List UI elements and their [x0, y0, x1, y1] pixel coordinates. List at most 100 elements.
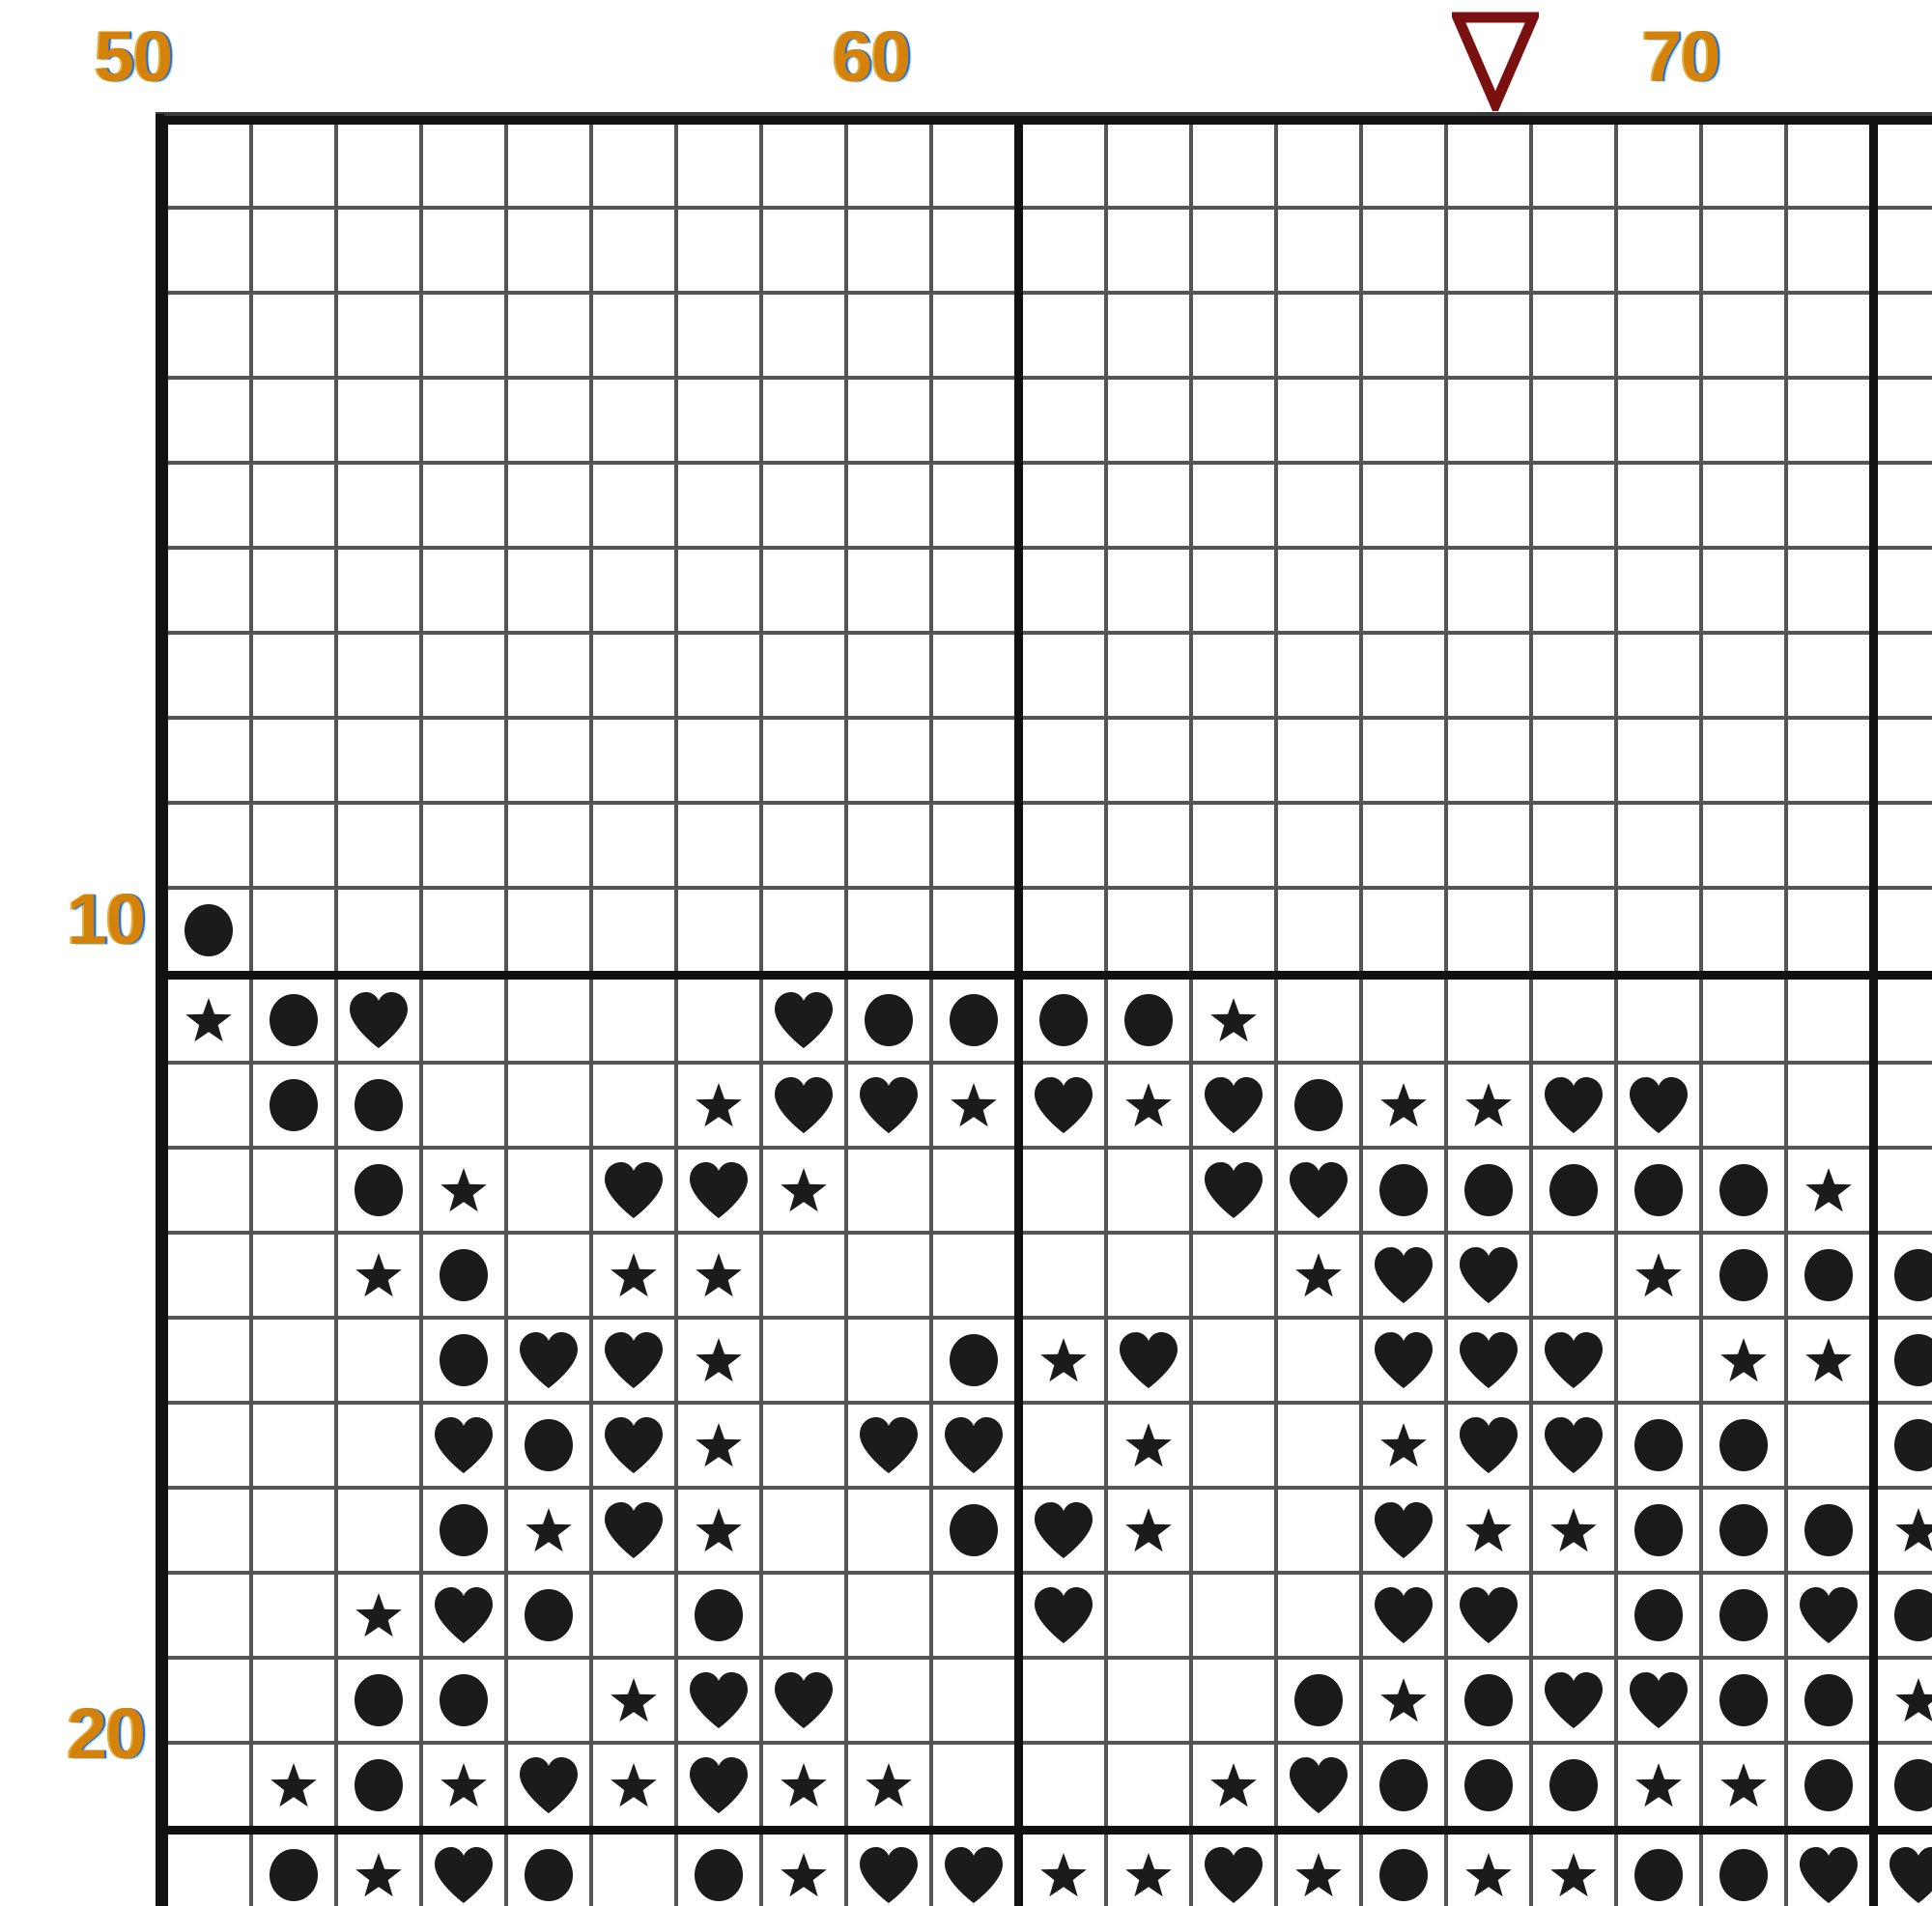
- stitch-cell-empty[interactable]: [929, 116, 1019, 208]
- stitch-cell-empty[interactable]: [419, 1061, 506, 1148]
- stitch-cell-empty[interactable]: [1104, 886, 1191, 976]
- stitch-cell-empty[interactable]: [159, 1061, 251, 1148]
- stitch-cell-empty[interactable]: [759, 1316, 846, 1403]
- stitch-cell-empty[interactable]: [759, 116, 846, 208]
- stitch-cell-empty[interactable]: [1699, 546, 1786, 633]
- stitch-cell-empty[interactable]: [1274, 1316, 1361, 1403]
- stitch-cell-empty[interactable]: [504, 376, 591, 463]
- stitch-cell-empty[interactable]: [1274, 971, 1361, 1063]
- stitch-cell-filled[interactable]: [1784, 1826, 1874, 1906]
- stitch-cell-empty[interactable]: [929, 546, 1019, 633]
- stitch-cell-empty[interactable]: [1699, 886, 1786, 976]
- stitch-cell-empty[interactable]: [159, 206, 251, 293]
- stitch-cell-empty[interactable]: [589, 631, 676, 718]
- stitch-cell-empty[interactable]: [504, 206, 591, 293]
- stitch-cell-filled[interactable]: [1444, 1146, 1531, 1233]
- stitch-cell-empty[interactable]: [419, 801, 506, 888]
- stitch-cell-empty[interactable]: [334, 291, 421, 378]
- stitch-cell-empty[interactable]: [929, 1741, 1019, 1831]
- stitch-cell-empty[interactable]: [674, 631, 761, 718]
- stitch-cell-empty[interactable]: [1869, 971, 1932, 1063]
- stitch-cell-empty[interactable]: [1529, 631, 1616, 718]
- stitch-cell-empty[interactable]: [334, 546, 421, 633]
- stitch-cell-empty[interactable]: [589, 376, 676, 463]
- stitch-cell-filled[interactable]: [674, 1656, 761, 1743]
- stitch-cell-empty[interactable]: [589, 971, 676, 1063]
- stitch-cell-empty[interactable]: [1274, 886, 1361, 976]
- stitch-cell-empty[interactable]: [674, 206, 761, 293]
- stitch-cell-empty[interactable]: [674, 971, 761, 1063]
- stitch-cell-empty[interactable]: [1359, 631, 1446, 718]
- stitch-cell-empty[interactable]: [504, 461, 591, 548]
- stitch-cell-empty[interactable]: [249, 1656, 336, 1743]
- stitch-cell-empty[interactable]: [249, 716, 336, 803]
- stitch-cell-empty[interactable]: [419, 631, 506, 718]
- stitch-cell-filled[interactable]: [589, 1146, 676, 1233]
- stitch-cell-empty[interactable]: [1699, 716, 1786, 803]
- stitch-cell-empty[interactable]: [504, 716, 591, 803]
- stitch-cell-empty[interactable]: [249, 206, 336, 293]
- stitch-cell-empty[interactable]: [1784, 1061, 1874, 1148]
- stitch-cell-filled[interactable]: [1529, 1401, 1616, 1488]
- stitch-cell-filled[interactable]: [334, 1571, 421, 1658]
- stitch-cell-empty[interactable]: [674, 116, 761, 208]
- stitch-cell-filled[interactable]: [1359, 1401, 1446, 1488]
- stitch-cell-filled[interactable]: [929, 1061, 1019, 1148]
- stitch-cell-empty[interactable]: [759, 376, 846, 463]
- stitch-cell-empty[interactable]: [844, 1486, 931, 1573]
- stitch-cell-empty[interactable]: [1189, 886, 1276, 976]
- stitch-cell-empty[interactable]: [1359, 546, 1446, 633]
- stitch-cell-filled[interactable]: [589, 1401, 676, 1488]
- stitch-cell-filled[interactable]: [1359, 1061, 1446, 1148]
- stitch-cell-filled[interactable]: [504, 1316, 591, 1403]
- stitch-cell-empty[interactable]: [1614, 206, 1701, 293]
- stitch-cell-empty[interactable]: [759, 886, 846, 976]
- stitch-cell-filled[interactable]: [1104, 1316, 1191, 1403]
- stitch-cell-empty[interactable]: [334, 886, 421, 976]
- stitch-cell-empty[interactable]: [844, 716, 931, 803]
- stitch-cell-filled[interactable]: [1784, 1316, 1874, 1403]
- stitch-cell-empty[interactable]: [844, 801, 931, 888]
- stitch-cell-filled[interactable]: [1784, 1656, 1874, 1743]
- stitch-cell-empty[interactable]: [1274, 461, 1361, 548]
- stitch-cell-filled[interactable]: [1699, 1231, 1786, 1318]
- stitch-cell-empty[interactable]: [1189, 1401, 1276, 1488]
- stitch-cell-empty[interactable]: [1614, 376, 1701, 463]
- stitch-cell-filled[interactable]: [1359, 1316, 1446, 1403]
- stitch-cell-filled[interactable]: [1869, 1571, 1932, 1658]
- stitch-cell-empty[interactable]: [1014, 1656, 1106, 1743]
- stitch-cell-filled[interactable]: [504, 1741, 591, 1831]
- stitch-cell-empty[interactable]: [504, 116, 591, 208]
- stitch-cell-empty[interactable]: [1104, 291, 1191, 378]
- stitch-cell-filled[interactable]: [1614, 1656, 1701, 1743]
- stitch-cell-empty[interactable]: [674, 546, 761, 633]
- stitch-cell-empty[interactable]: [249, 1231, 336, 1318]
- stitch-cell-filled[interactable]: [1274, 1231, 1361, 1318]
- stitch-cell-empty[interactable]: [419, 716, 506, 803]
- stitch-cell-filled[interactable]: [674, 1486, 761, 1573]
- stitch-cell-empty[interactable]: [159, 1231, 251, 1318]
- stitch-cell-empty[interactable]: [1189, 1656, 1276, 1743]
- stitch-cell-filled[interactable]: [759, 1061, 846, 1148]
- stitch-cell-empty[interactable]: [759, 631, 846, 718]
- stitch-cell-empty[interactable]: [249, 1571, 336, 1658]
- stitch-cell-empty[interactable]: [1529, 116, 1616, 208]
- stitch-cell-empty[interactable]: [589, 1061, 676, 1148]
- stitch-cell-empty[interactable]: [1189, 716, 1276, 803]
- stitch-cell-filled[interactable]: [1699, 1571, 1786, 1658]
- stitch-cell-empty[interactable]: [1359, 971, 1446, 1063]
- stitch-cell-empty[interactable]: [844, 1571, 931, 1658]
- stitch-cell-filled[interactable]: [1359, 1656, 1446, 1743]
- stitch-cell-empty[interactable]: [1189, 206, 1276, 293]
- stitch-cell-empty[interactable]: [1274, 801, 1361, 888]
- stitch-cell-empty[interactable]: [249, 546, 336, 633]
- stitch-cell-empty[interactable]: [759, 291, 846, 378]
- stitch-cell-empty[interactable]: [1104, 206, 1191, 293]
- stitch-cell-filled[interactable]: [1444, 1486, 1531, 1573]
- stitch-cell-empty[interactable]: [1529, 546, 1616, 633]
- stitch-cell-empty[interactable]: [1444, 631, 1531, 718]
- stitch-cell-empty[interactable]: [249, 291, 336, 378]
- stitch-cell-filled[interactable]: [1699, 1316, 1786, 1403]
- stitch-cell-empty[interactable]: [1699, 376, 1786, 463]
- stitch-cell-empty[interactable]: [249, 801, 336, 888]
